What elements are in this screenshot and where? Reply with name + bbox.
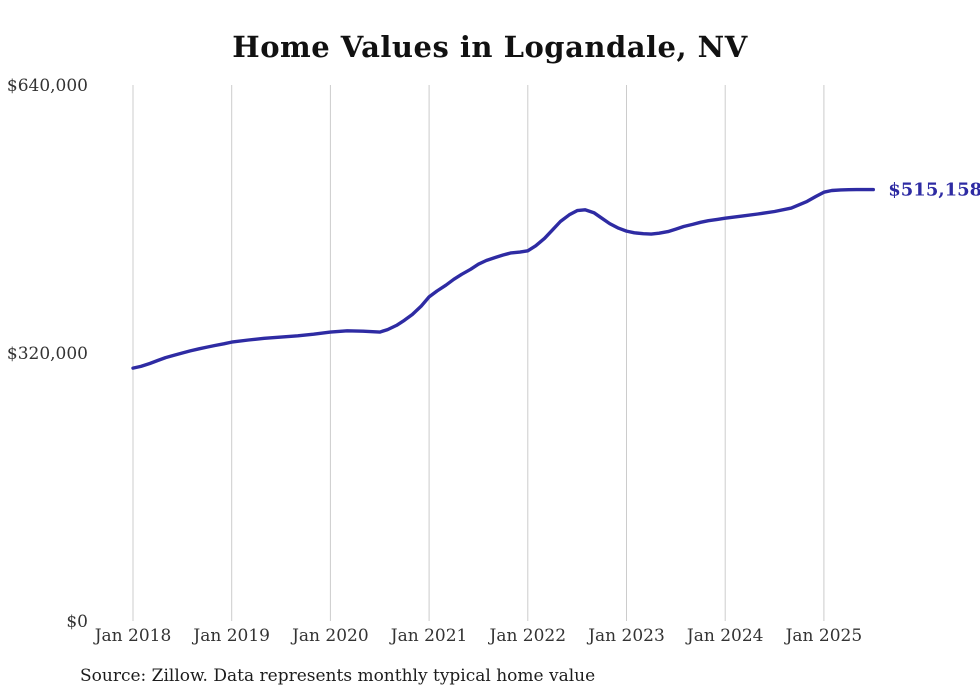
end-value-label: $515,158 — [888, 180, 980, 201]
home-value-line — [131, 187, 875, 370]
x-tick-label: Jan 2019 — [191, 626, 270, 646]
x-tick-label: Jan 2025 — [784, 626, 863, 646]
y-tick-label: $320,000 — [7, 344, 88, 364]
source-note: Source: Zillow. Data represents monthly … — [80, 666, 596, 686]
x-tick-label: Jan 2023 — [586, 626, 665, 646]
y-tick-label: $640,000 — [7, 76, 88, 96]
x-tick-label: Jan 2024 — [685, 626, 764, 646]
x-tick-label: Jan 2018 — [93, 626, 172, 646]
x-tick-label: Jan 2021 — [389, 626, 468, 646]
x-tick-label: Jan 2022 — [488, 626, 567, 646]
x-tick-label: Jan 2020 — [290, 626, 369, 646]
chart-title: Home Values in Logandale, NV — [232, 30, 748, 64]
y-tick-label: $0 — [66, 612, 88, 632]
